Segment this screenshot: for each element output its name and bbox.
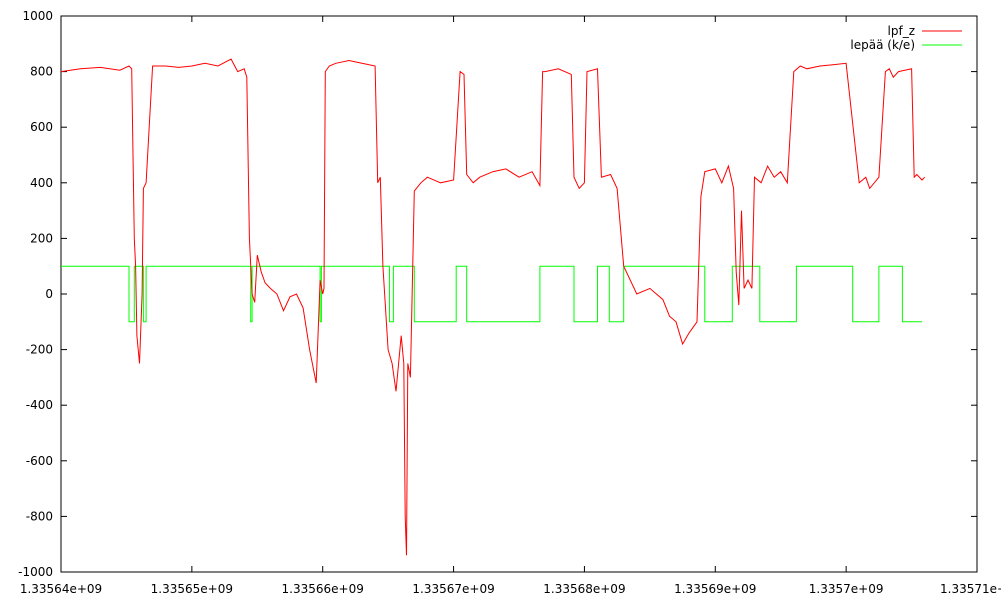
y-tick-label: 0 [45,287,53,301]
y-tick-label: 200 [30,231,53,245]
legend-label: lpf_z [888,24,915,38]
x-tick-label: 1.33565e+09 [151,582,233,596]
series-line-lepaa [61,265,922,323]
legend-label: lepää (k/e) [850,38,915,52]
x-tick-label: 1.33568e+09 [543,582,625,596]
y-tick-label: -200 [26,343,53,357]
series-layer [60,58,926,556]
y-tick-label: -600 [26,454,53,468]
x-tick-label: 1.3357e+09 [809,582,884,596]
y-tick-label: -800 [26,509,53,523]
y-tick-label: -400 [26,398,53,412]
x-tick-label: 1.33564e+09 [20,582,102,596]
y-tick-label: 800 [30,65,53,79]
x-tick-label: 1.33569e+09 [674,582,756,596]
y-tick-label: -1000 [18,565,53,579]
y-tick-label: 1000 [22,9,53,23]
plot-frame [60,15,978,573]
y-tick-label: 400 [30,176,53,190]
x-tick-label: 1.33567e+09 [412,582,494,596]
y-axis: -1000 -800 -600 -400 -200 0 200 400 600 800 1000 [18,9,977,579]
series-line-lpf-z [60,58,926,556]
x-tick-label: 1.33566e+09 [282,582,364,596]
y-tick-label: 600 [30,120,53,134]
x-axis: 1.33564e+09 1.33565e+09 1.33566e+09 1.33567… [20,16,1001,596]
x-tick-label: 1.33571e+09 [940,582,1001,596]
